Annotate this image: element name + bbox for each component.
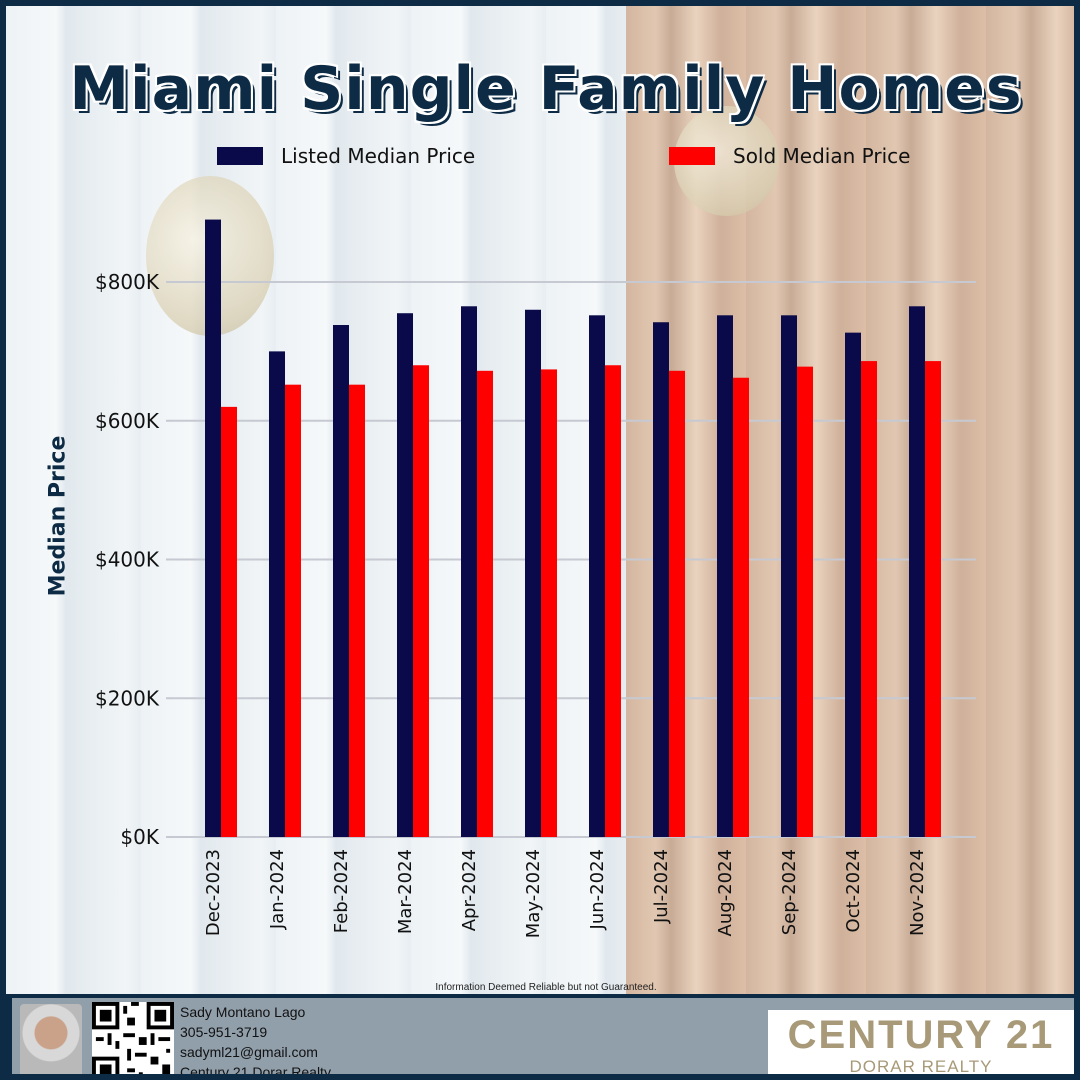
agent-name: Sady Montano Lago: [180, 1004, 306, 1020]
x-tick-label: Jul-2024: [651, 849, 672, 924]
agent-avatar: [20, 1004, 82, 1074]
background-door-white: [6, 6, 626, 1074]
century21-logo: CENTURY 21 DORAR REALTY: [768, 1010, 1074, 1076]
bar-listed: [205, 219, 221, 837]
bar-listed: [845, 332, 861, 837]
bar-listed: [269, 351, 285, 837]
x-tick-label: Feb-2024: [331, 849, 352, 933]
x-tick-label: Dec-2023: [203, 849, 224, 936]
bar-sold: [221, 406, 237, 837]
bar-listed: [909, 306, 925, 837]
x-tick-label: May-2024: [523, 849, 544, 938]
bar-listed: [781, 315, 797, 837]
bar-sold: [285, 384, 301, 837]
agent-email: sadyml21@gmail.com: [180, 1044, 318, 1060]
disclaimer-text: Information Deemed Reliable but not Guar…: [435, 982, 657, 993]
bar-listed: [525, 309, 541, 837]
bar-sold: [797, 366, 813, 837]
bar-listed: [397, 313, 413, 837]
bar-listed: [717, 315, 733, 837]
x-tick-label: Oct-2024: [843, 849, 864, 932]
y-tick-label: $400K: [95, 548, 160, 572]
bar-listed: [461, 306, 477, 837]
qr-code-icon: [92, 1002, 174, 1074]
bar-sold: [349, 384, 365, 837]
y-tick-label: $800K: [95, 270, 160, 294]
x-tick-label: Apr-2024: [459, 849, 480, 931]
legend-label-sold: Sold Median Price: [733, 144, 911, 168]
agent-contact: Sady Montano Lago 305-951-3719 sadyml21@…: [180, 1002, 331, 1080]
bar-chart: $0K $200K $400K $600K $800K Dec-2023 Jan-2024 F…: [95, 219, 976, 938]
legend-swatch-sold: [669, 147, 715, 165]
bar-sold: [669, 370, 685, 837]
footer-bar: Sady Montano Lago 305-951-3719 sadyml21@…: [6, 994, 1074, 1080]
x-tick-label: Aug-2024: [715, 849, 736, 936]
bar-sold: [541, 369, 557, 837]
footer-panel: Sady Montano Lago 305-951-3719 sadyml21@…: [12, 998, 1074, 1080]
bar-sold: [925, 361, 941, 837]
x-tick-label: Jan-2024: [267, 849, 288, 930]
legend-swatch-listed: [217, 147, 263, 165]
legend-item-sold: Sold Median Price: [669, 144, 910, 168]
x-tick-label: Sep-2024: [779, 849, 800, 935]
agent-phone: 305-951-3719: [180, 1024, 268, 1040]
y-tick-label: $0K: [120, 825, 159, 849]
agent-company: Century 21 Dorar Realty: [180, 1064, 331, 1080]
x-tick-label: Mar-2024: [395, 849, 416, 934]
page-title: Miami Single Family Homes: [69, 54, 1023, 124]
brand-subname: DORAR REALTY: [849, 1057, 993, 1076]
y-tick-label: $200K: [95, 686, 160, 710]
bar-listed: [589, 315, 605, 837]
bar-sold: [477, 370, 493, 837]
bar-listed: [333, 325, 349, 837]
bar-sold: [605, 365, 621, 837]
x-tick-label: Jun-2024: [587, 849, 608, 930]
y-tick-label: $600K: [95, 409, 160, 433]
legend-label-listed: Listed Median Price: [281, 144, 476, 168]
legend-item-listed: Listed Median Price: [217, 144, 475, 168]
bar-sold: [861, 361, 877, 837]
bar-sold: [733, 377, 749, 837]
x-tick-label: Nov-2024: [907, 849, 928, 936]
bar-listed: [653, 322, 669, 837]
brand-name: CENTURY 21: [787, 1013, 1055, 1057]
bar-sold: [413, 365, 429, 837]
